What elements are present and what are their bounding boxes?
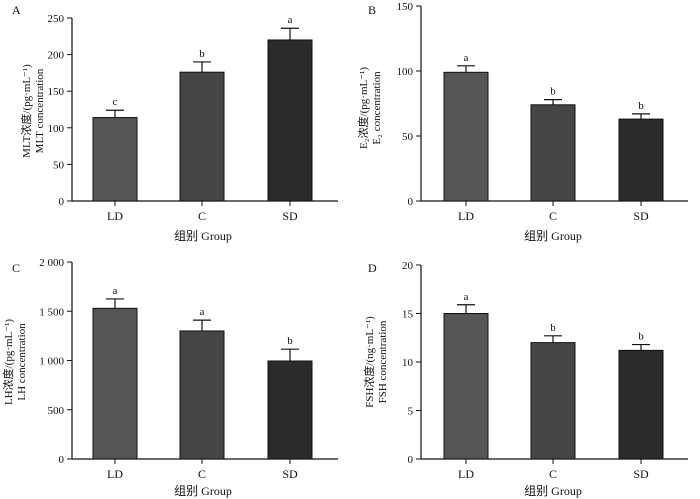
panel-c-plot: 0 500 1 000 1 500 2 000 a LD a Cb SD — [39, 257, 338, 481]
panel-a-letter: A — [12, 3, 21, 17]
panel-d-y-tick-label: 5 — [408, 406, 414, 418]
panel-a-c-bar — [179, 71, 225, 202]
panel-c-x-title: 组别 Group — [174, 484, 232, 498]
panel-d-y-title: FSH浓度/(ng·mL⁻¹) FSH concentration — [362, 316, 389, 408]
panel-d-y-title-cn: FSH浓度/(ng·mL⁻¹) — [362, 316, 376, 408]
panel-d-c-significance-label: b — [550, 322, 556, 334]
panel-a-y-tick-label: 200 — [48, 50, 65, 62]
panel-b-y-title-en: E₂ concentration — [371, 71, 383, 145]
panel-d-y-title-en: FSH concentration — [377, 320, 389, 403]
panel-d-y-tick-label: 0 — [408, 454, 414, 466]
panel-b-y-tick-label: 50 — [402, 131, 414, 143]
panel-a-c-category-label: C — [198, 209, 206, 223]
panel-c-y-title: LH浓度/(pg·mL⁻¹) LH concentration — [1, 319, 28, 405]
panel-c-y-title-cn: LH浓度/(pg·mL⁻¹) — [1, 319, 15, 405]
panel-c-sd-category-label: SD — [282, 467, 298, 481]
panel-d-ld-category-label: LD — [458, 467, 474, 481]
panel-b-sd-significance-label: b — [638, 100, 644, 112]
panel-c-c-bar — [179, 330, 225, 460]
panel-c-sd-significance-label: b — [287, 335, 293, 347]
panel-d-c-bar — [530, 342, 576, 460]
panel-b-sd-bar — [618, 118, 664, 202]
panel-c-y-tick-label: 1 500 — [39, 306, 64, 318]
panel-c-letter: C — [12, 261, 20, 275]
panel-c-y-tick-label: 0 — [59, 454, 65, 466]
panel-a-sd-category-label: SD — [282, 209, 298, 223]
panel-d-letter: D — [368, 261, 377, 275]
panel-a-y-title-cn: MLT浓度/(pg·mL⁻¹) — [19, 64, 33, 158]
panel-a-plot: 0 50 100 150 200 250 c LD b Ca SD — [48, 13, 338, 223]
panel-d-ld-bar — [443, 313, 489, 460]
panel-c-ld-significance-label: a — [113, 285, 118, 297]
panel-b: B E₂浓度/(pg·mL⁻¹) E₂ concentration 0 50 100… — [356, 1, 688, 243]
panel-b-ld-bar — [443, 71, 489, 202]
panel-b-ld-significance-label: a — [464, 52, 469, 64]
panel-a-sd-bar — [267, 39, 313, 202]
panel-a-y-title-en: MLT concentration — [34, 68, 46, 153]
panel-a-ld-bar — [92, 117, 138, 202]
panel-b-x-title: 组别 Group — [524, 229, 582, 243]
panel-d-ld-significance-label: a — [464, 291, 469, 303]
panel-b-ld-category-label: LD — [458, 209, 474, 223]
panel-b-letter: B — [368, 3, 376, 17]
panel-b-y-tick-label: 0 — [408, 196, 414, 208]
panel-a-y-title: MLT浓度/(pg·mL⁻¹) MLT concentration — [19, 64, 46, 158]
panel-d-y-tick-label: 10 — [402, 357, 414, 369]
panel-b-y-title-cn: E₂浓度/(pg·mL⁻¹) — [356, 67, 370, 149]
panel-a-y-tick-label: 100 — [48, 123, 65, 135]
panel-c-y-tick-label: 500 — [48, 405, 65, 417]
panel-d: D FSH浓度/(ng·mL⁻¹) FSH concentration 0 5 10… — [362, 260, 688, 498]
panel-b-c-significance-label: b — [550, 86, 556, 98]
panel-a: A MLT浓度/(pg·mL⁻¹) MLT concentration 0 50 1… — [12, 3, 338, 243]
panel-a-sd-significance-label: a — [288, 14, 293, 26]
panel-c-ld-category-label: LD — [107, 467, 123, 481]
panel-b-c-category-label: C — [549, 209, 557, 223]
panel-a-y-tick-label: 50 — [53, 159, 65, 171]
panel-d-plot: 0 5 10 15 20 a LD b Cb SD — [402, 260, 688, 481]
panel-d-y-tick-label: 15 — [402, 309, 414, 321]
panel-a-ld-category-label: LD — [107, 209, 123, 223]
panel-d-c-category-label: C — [549, 467, 557, 481]
panel-c-y-title-en: LH concentration — [16, 323, 28, 401]
panel-b-y-title: E₂浓度/(pg·mL⁻¹) E₂ concentration — [356, 67, 383, 149]
panel-a-y-tick-label: 250 — [48, 13, 65, 25]
panel-a-ld-significance-label: c — [113, 96, 118, 108]
panel-d-x-title: 组别 Group — [524, 484, 582, 498]
panel-c-ld-bar — [92, 307, 138, 460]
panel-d-sd-significance-label: b — [638, 331, 644, 343]
panel-a-y-tick-label: 0 — [59, 196, 65, 208]
panel-c-c-significance-label: a — [200, 306, 205, 318]
panel-a-x-title: 组别 Group — [174, 229, 232, 243]
panel-a-c-significance-label: b — [199, 48, 205, 60]
panel-a-y-tick-label: 150 — [48, 86, 65, 98]
panel-b-sd-category-label: SD — [633, 209, 649, 223]
panel-c-c-category-label: C — [198, 467, 206, 481]
panel-c-sd-bar — [267, 360, 313, 460]
panel-c-y-tick-label: 2 000 — [39, 257, 64, 269]
panel-d-sd-category-label: SD — [633, 467, 649, 481]
panel-d-sd-bar — [618, 349, 664, 460]
panel-d-y-tick-label: 20 — [402, 260, 414, 272]
panel-b-y-tick-label: 100 — [397, 66, 414, 78]
panel-c-y-tick-label: 1 000 — [39, 356, 64, 368]
panel-b-y-tick-label: 150 — [397, 1, 414, 13]
panel-b-plot: 0 50 100 150 a LD b Cb SD — [397, 1, 688, 223]
panel-c: C LH浓度/(pg·mL⁻¹) LH concentration 0 500 1 … — [1, 257, 338, 498]
panel-b-c-bar — [530, 104, 576, 202]
